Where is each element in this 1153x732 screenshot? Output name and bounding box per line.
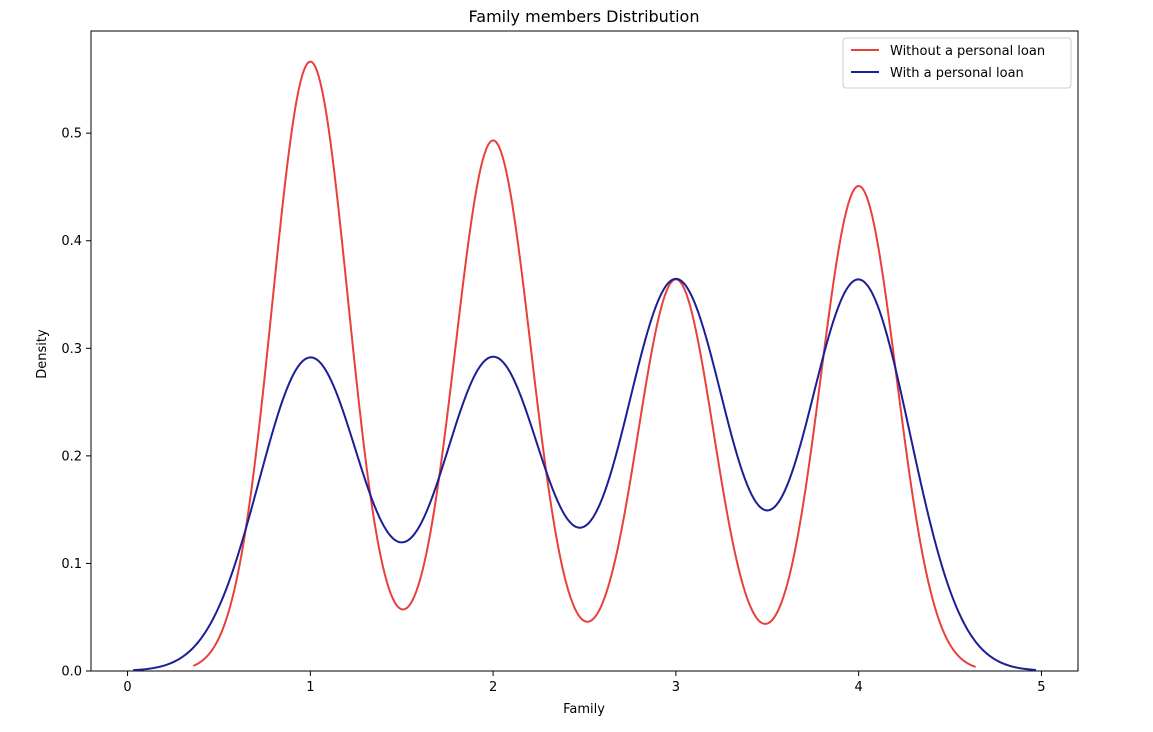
x-axis-ticks: 0 1 2 3 4 5 <box>123 671 1046 695</box>
plot-area-frame <box>90 30 1079 672</box>
legend: Without a personal loan With a personal … <box>842 37 1072 89</box>
legend-label-with-loan: With a personal loan <box>890 66 1024 81</box>
x-axis-label: Family <box>563 702 605 717</box>
x-tick-label: 4 <box>855 680 863 695</box>
legend-label-without-loan: Without a personal loan <box>890 44 1045 59</box>
y-axis-label: Density <box>35 329 50 379</box>
series-layer <box>132 60 1037 672</box>
x-tick-label: 3 <box>672 680 680 695</box>
y-tick-label: 0.1 <box>61 557 82 572</box>
x-tick-label: 1 <box>306 680 314 695</box>
y-axis-ticks: 0.0 0.1 0.2 0.3 0.4 0.5 <box>61 127 91 680</box>
y-tick-label: 0.4 <box>61 234 82 249</box>
x-tick-label: 5 <box>1037 680 1045 695</box>
y-tick-label: 0.2 <box>61 449 82 464</box>
series-line-with-loan <box>132 277 1037 672</box>
x-tick-label: 0 <box>123 680 131 695</box>
series-line-without-loan <box>192 60 976 668</box>
legend-box <box>842 37 1072 89</box>
y-tick-label: 0.3 <box>61 342 82 357</box>
y-tick-label: 0.0 <box>61 665 82 680</box>
chart-title: Family members Distribution <box>469 7 700 26</box>
y-tick-label: 0.5 <box>61 127 82 142</box>
x-tick-label: 2 <box>489 680 497 695</box>
